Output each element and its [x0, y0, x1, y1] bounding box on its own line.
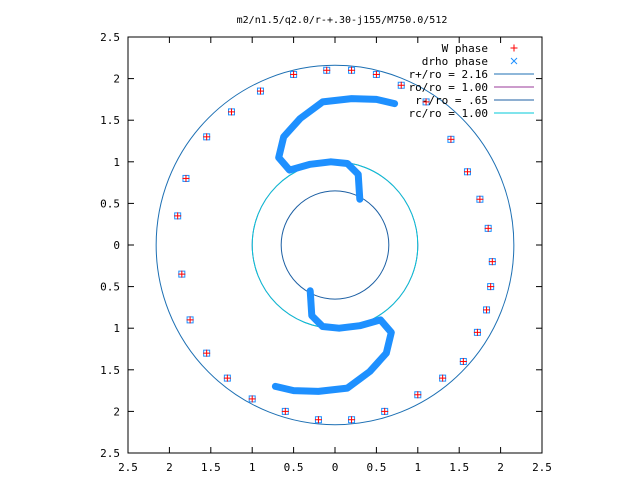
w-phase-point [422, 98, 430, 106]
legend-label: W phase [442, 42, 488, 55]
y-tick-label: 1.5 [100, 114, 120, 127]
x-tick-label: 0.5 [366, 461, 386, 474]
x-tick-label: 2 [497, 461, 504, 474]
w-phase-point [397, 81, 405, 89]
w-phase-point [414, 391, 422, 399]
w-phase-point [248, 395, 256, 403]
w-phase-point [381, 407, 389, 415]
chart-title: m2/n1.5/q2.0/r-+.30-j155/M750.0/512 [237, 15, 448, 26]
w-phase-point [463, 168, 471, 176]
x-tick-label: 2.5 [532, 461, 552, 474]
x-tick-label: 1 [249, 461, 256, 474]
w-phase-point [314, 416, 322, 424]
w-phase-point [487, 283, 495, 291]
circle-r1 [251, 161, 419, 329]
y-tick-label: 2.5 [100, 31, 120, 44]
x-tick-label: 0.5 [284, 461, 304, 474]
axis-ticks: 2.5 2 1.5 1 0.5 0 0.5 1 1.5 2 2.52.521.510.500.511… [100, 31, 552, 474]
y-tick-label: 0.5 [100, 281, 120, 294]
w-phase-point [256, 87, 264, 95]
w-phase-point [186, 316, 194, 324]
legend-label: r+/ro = 2.16 [409, 68, 488, 81]
density-arms [271, 95, 399, 395]
w-phase-point [323, 66, 331, 74]
y-tick-label: 1 [113, 322, 120, 335]
w-phase-point [476, 195, 484, 203]
circle-r2_16 [155, 64, 515, 426]
x-tick-label: 0 [332, 461, 339, 474]
y-tick-label: 2 [113, 405, 120, 418]
legend-label: r-/ro = .65 [415, 94, 488, 107]
w-phase-point [182, 174, 190, 182]
arm-band-1 [271, 287, 395, 395]
w-phase-point [203, 349, 211, 357]
y-tick-label: 1 [113, 156, 120, 169]
y-tick-label: 0.5 [100, 197, 120, 210]
w-phase-point [178, 270, 186, 278]
circle-r0_65 [280, 190, 390, 300]
w-phase-point [281, 407, 289, 415]
x-tick-label: 1 [414, 461, 421, 474]
x-tick-label: 2.5 [118, 461, 138, 474]
w-phase-point [439, 374, 447, 382]
y-tick-label: 2 [113, 73, 120, 86]
legend-marker [510, 57, 518, 65]
legend-label: ro/ro = 1.00 [409, 81, 488, 94]
w-phase-point [223, 374, 231, 382]
y-tick-label: 1.5 [100, 364, 120, 377]
w-phase-point [484, 224, 492, 232]
x-tick-label: 1.5 [449, 461, 469, 474]
w-phase-point [290, 70, 298, 78]
circle-r1 [251, 161, 419, 329]
w-phase-point [447, 135, 455, 143]
w-phase-point [483, 306, 491, 314]
y-tick-label: 0 [113, 239, 120, 252]
w-phase-point [228, 108, 235, 116]
w-phase-point [459, 357, 467, 365]
legend-label: drho phase [422, 55, 488, 68]
w-phase-point [473, 328, 481, 336]
legend-label: rc/ro = 1.00 [409, 107, 488, 120]
w-phase-point [488, 258, 496, 266]
x-tick-label: 1.5 [201, 461, 221, 474]
x-tick-label: 2 [166, 461, 173, 474]
w-phase-point [203, 133, 211, 141]
arm-band-0 [275, 95, 399, 203]
y-tick-label: 2.5 [100, 447, 120, 460]
w-phase-point [174, 212, 182, 220]
w-phase-point [348, 416, 356, 424]
legend-marker [510, 44, 518, 52]
w-phase-point [372, 70, 380, 78]
w-phase-point [348, 66, 356, 74]
phase-points [174, 44, 518, 424]
